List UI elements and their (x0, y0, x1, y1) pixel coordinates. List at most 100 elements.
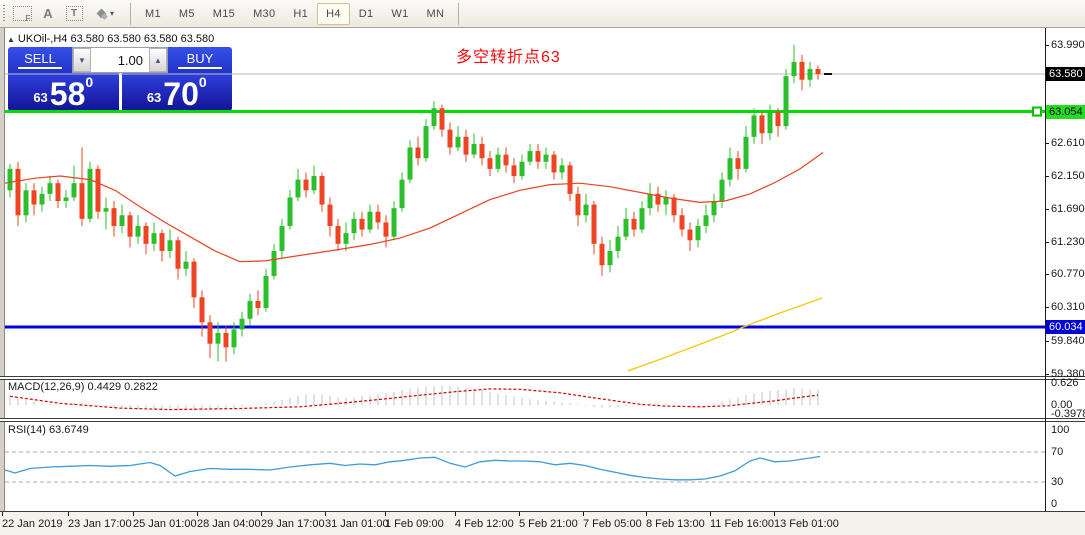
time-tick-label: 28 Jan 04:00 (197, 518, 261, 530)
macd-panel[interactable] (5, 379, 1045, 418)
candle-body (735, 158, 741, 169)
candlestick-chart[interactable] (4, 28, 1045, 377)
buy-price[interactable]: 63 70 0 (121, 73, 232, 112)
candle-body (135, 225, 141, 237)
toolbar-grip[interactable] (3, 4, 5, 23)
time-tick-mark (133, 512, 134, 516)
buy-button[interactable]: BUY (168, 47, 232, 73)
candle-body (519, 161, 525, 177)
candle-body (695, 225, 701, 241)
volume-increase-button[interactable]: ▲ (149, 48, 167, 72)
candle-body (183, 261, 189, 269)
timeframe-button-m1[interactable]: M1 (145, 7, 161, 20)
buy-price-sup: 0 (198, 74, 207, 90)
candle-body (511, 165, 517, 177)
macd-axis-label: 0.00 (1051, 399, 1073, 411)
candle-body (575, 193, 581, 216)
candle-body (87, 168, 93, 219)
time-tick-label: 7 Feb 05:00 (583, 518, 642, 530)
candle-body (399, 179, 405, 209)
text-label-button[interactable]: A (36, 2, 60, 26)
candle-body (359, 218, 365, 230)
panel-separator[interactable] (0, 418, 1085, 422)
candle-body (471, 143, 477, 155)
timeframe-button-w1[interactable]: W1 (391, 7, 409, 20)
panel-separator[interactable] (0, 376, 1085, 380)
candle-body (559, 165, 565, 173)
time-tick-mark (583, 512, 584, 516)
candle-body (623, 218, 629, 237)
candle-body (631, 218, 637, 230)
chart-text-annotation[interactable]: 多空转折点63 (456, 49, 561, 66)
macd-signal-line (9, 388, 819, 411)
buy-price-prefix: 63 (146, 90, 162, 105)
price-tick-label: 61.230 (1051, 235, 1085, 248)
sell-price[interactable]: 63 58 0 (8, 73, 119, 111)
time-tick-mark (710, 512, 711, 516)
time-tick-mark (68, 512, 69, 516)
time-tick-mark (197, 512, 198, 516)
buy-price-big: 70 (163, 75, 199, 112)
timeframe-button-m15[interactable]: M15 (212, 7, 236, 20)
timeframe-button-h4[interactable]: H4 (317, 2, 350, 25)
sell-button[interactable]: SELL (8, 47, 72, 73)
resistance-line-handle[interactable] (1032, 106, 1042, 117)
sell-label: SELL (24, 51, 56, 66)
candle-body (303, 179, 309, 191)
timeframe-button-m30[interactable]: M30 (253, 7, 276, 20)
time-axis[interactable]: 22 Jan 2019 23 Jan 17:00 25 Jan 01:00 28 Ja… (0, 511, 1085, 535)
candle-body (663, 197, 669, 205)
macd-axis-label: 0.626 (1051, 377, 1079, 390)
candle-body (743, 136, 749, 169)
price-tick-label: 61.690 (1051, 202, 1085, 215)
one-click-trade-panel: SELL ▼ 1.00 ▲ BUY 63 58 0 63 70 0 (8, 47, 232, 111)
time-tick-mark (261, 512, 262, 516)
candle-body (567, 165, 573, 194)
candle-body (7, 168, 13, 191)
toolbar-separator (130, 2, 131, 25)
time-tick-label: 31 Jan 01:00 (325, 518, 389, 530)
candle-body (447, 129, 453, 148)
shapes-button[interactable]: ▾ (88, 2, 124, 26)
timeframe-button-mn[interactable]: MN (426, 7, 445, 20)
candle-body (79, 183, 85, 219)
collapse-arrow-icon[interactable]: ▲ (7, 35, 15, 44)
volume-decrease-button[interactable]: ▼ (73, 48, 91, 72)
rsi-line (4, 455, 821, 481)
shapes-icon-secondary (100, 12, 109, 20)
candle-body (319, 176, 325, 205)
time-tick-label: 5 Feb 21:00 (519, 518, 578, 530)
indicator-frame-button[interactable]: F (10, 2, 34, 26)
sell-price-sup: 0 (85, 74, 94, 90)
volume-input[interactable]: 1.00 (117, 52, 143, 68)
candle-body (23, 190, 29, 216)
candle-body (415, 147, 421, 159)
timeframe-button-d1[interactable]: D1 (358, 7, 374, 20)
window-left-edge (0, 28, 5, 534)
text-box-button[interactable]: T (62, 2, 86, 26)
candle-body (783, 76, 789, 127)
candle-body (31, 190, 37, 205)
candle-body (535, 151, 541, 162)
candle-body (383, 222, 389, 237)
macd-axis-label: -0.3978 (1051, 408, 1085, 420)
candle-body (327, 204, 333, 226)
candle-body (39, 193, 45, 205)
candle-body (487, 158, 493, 169)
candle-body (703, 215, 709, 226)
candle-body (71, 183, 77, 198)
candle-body (119, 215, 125, 226)
timeframe-button-m5[interactable]: M5 (178, 7, 195, 20)
chart-title: ▲ UKOil-,H4 63.580 63.580 63.580 63.580 (7, 33, 214, 45)
candle-body (351, 218, 357, 234)
time-tick-mark (325, 512, 326, 516)
candle-body (295, 179, 301, 198)
rsi-panel[interactable] (4, 421, 1045, 509)
rsi-axis-label: 100 (1051, 423, 1070, 436)
candle-body (583, 204, 589, 216)
price-tick-mark (1045, 307, 1049, 309)
timeframe-button-h1[interactable]: H1 (293, 7, 309, 20)
candle-body (111, 208, 117, 226)
candle-body (95, 168, 101, 212)
chart-window[interactable]: ▲ UKOil-,H4 63.580 63.580 63.580 63.580 S… (0, 28, 1085, 535)
